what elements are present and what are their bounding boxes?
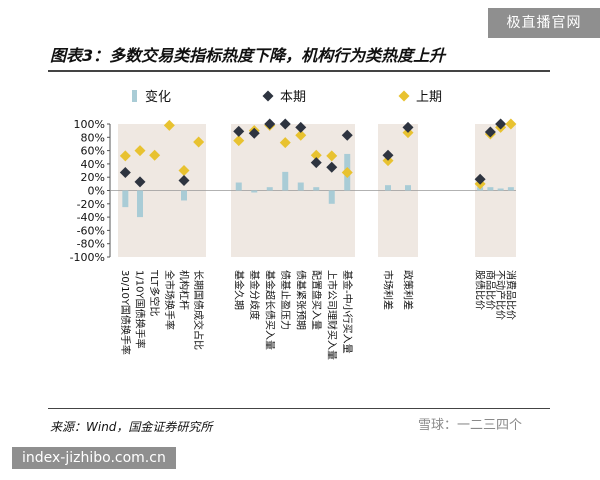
x-category-label: 机构杠杆: [178, 270, 191, 310]
x-category-label: 上市公司理财买入量: [325, 270, 338, 360]
y-tick-label: -80%: [77, 238, 105, 251]
point-current: [382, 149, 394, 161]
x-category-label: TLT多空比: [148, 269, 161, 316]
x-category-label: 基金超长债买入量: [263, 270, 276, 350]
y-tick-label: -40%: [77, 211, 105, 224]
legend-label-current: 本期: [280, 90, 306, 105]
bar-change: [313, 187, 320, 191]
point-current: [178, 175, 190, 187]
y-tick-label: 80%: [81, 131, 105, 144]
x-category-label: 政策利差: [402, 270, 415, 310]
legend-swatch-previous: [398, 90, 410, 102]
watermark-url: index-jizhibo.com.cn: [12, 447, 176, 469]
point-previous: [119, 150, 131, 162]
x-category-label: 长期国债成交占比: [192, 270, 205, 350]
source-rule: [48, 408, 550, 409]
bar-change: [385, 185, 391, 191]
point-current: [295, 121, 307, 133]
y-tick-label: 20%: [81, 171, 105, 184]
watermark-xueqiu: 雪球：一二三四个: [418, 418, 523, 433]
point-previous: [149, 149, 161, 161]
x-category-label: 基金-中小行买入量: [341, 270, 354, 354]
x-category-label: 股债比价: [474, 270, 487, 310]
y-tick-label: 0%: [88, 185, 105, 198]
bar-change: [266, 187, 273, 191]
point-current: [264, 118, 276, 130]
x-category-label: 消费品比价: [504, 270, 517, 320]
legend-swatch-change: [132, 90, 137, 102]
point-current: [341, 129, 353, 141]
x-category-label: 债基止盈压力: [279, 270, 292, 330]
point-previous: [279, 137, 291, 149]
legend-swatch-current: [262, 90, 274, 102]
bar-change: [251, 190, 258, 193]
chart-title: 图表3：多数交易类指标热度下降，机构行为类热度上升: [50, 46, 446, 65]
point-current: [402, 121, 414, 133]
point-previous: [193, 136, 205, 148]
bar-change: [507, 187, 514, 191]
x-category-label: 不动产比价: [494, 270, 507, 320]
bar-change: [405, 185, 411, 191]
y-tick-label: 100%: [74, 118, 105, 131]
point-current: [326, 161, 338, 173]
point-current: [233, 125, 245, 137]
point-previous: [178, 165, 190, 177]
point-previous: [134, 145, 146, 157]
point-current: [474, 173, 486, 185]
y-tick-label: 60%: [81, 145, 105, 158]
bar-change: [122, 190, 129, 208]
point-previous: [233, 135, 245, 147]
bar-change: [497, 188, 504, 191]
y-tick-label: -100%: [70, 251, 105, 264]
x-category-label: 全市场换手率: [163, 270, 176, 330]
point-previous: [295, 129, 307, 141]
bar-change: [181, 190, 187, 201]
point-current: [310, 157, 322, 169]
x-category-label: 市场利差: [382, 270, 395, 310]
watermark-badge-top: 极直播官网: [488, 8, 600, 38]
point-previous: [341, 167, 353, 179]
point-current: [484, 126, 496, 138]
x-category-label: 1/10Y国债换手率: [134, 270, 147, 349]
bar-change: [328, 190, 335, 204]
title-rule: [48, 70, 550, 72]
bar-change: [297, 182, 304, 191]
point-current: [119, 167, 131, 179]
source-note: 来源：Wind，国金证券研究所: [50, 420, 213, 434]
bar-change: [487, 187, 494, 191]
x-category-label: 30/10Y国债换手率: [119, 270, 132, 355]
chart-area: 100%80%60%40%20%0%-20%-40%-60%-80%-100% 3…: [70, 89, 518, 360]
y-tick-label: -20%: [77, 198, 105, 211]
bar-change: [137, 190, 143, 218]
x-category-label: 配置盘买入量: [310, 270, 323, 330]
point-previous: [310, 149, 322, 161]
x-category-label: 基金分歧度: [248, 270, 261, 320]
y-tick-label: -60%: [77, 224, 105, 237]
point-previous: [505, 118, 517, 130]
point-current: [495, 118, 507, 130]
y-tick-label: 40%: [81, 158, 105, 171]
x-category-label: 债基紧张预期: [294, 270, 307, 330]
point-previous: [326, 150, 338, 162]
point-previous: [163, 119, 175, 131]
bar-change: [235, 182, 242, 191]
point-current: [134, 176, 146, 188]
bar-change: [282, 171, 289, 191]
x-category-label: 基金久期: [232, 270, 245, 310]
legend-label-previous: 上期: [416, 90, 442, 105]
point-current: [279, 118, 291, 130]
point-current: [248, 127, 260, 139]
x-category-label: 商品比价: [484, 270, 497, 310]
legend-label-change: 变化: [145, 89, 171, 105]
